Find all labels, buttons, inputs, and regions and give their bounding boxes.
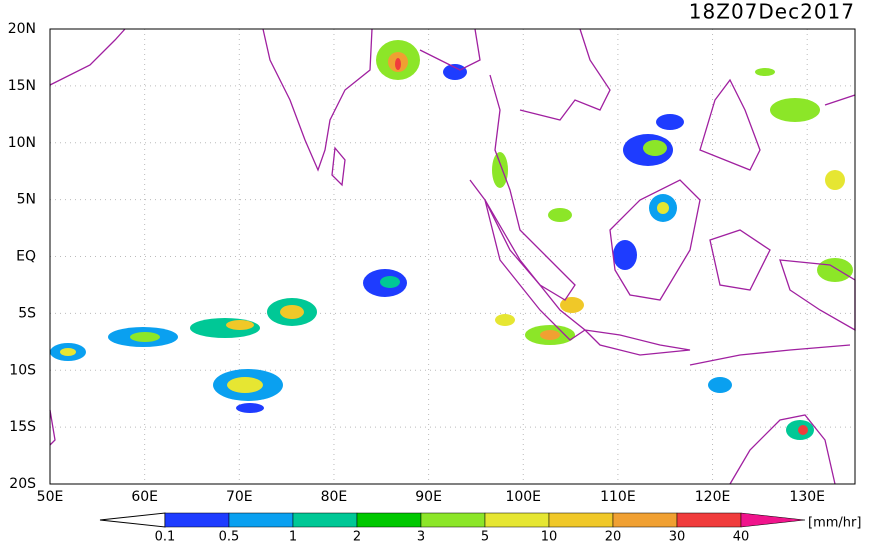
x-tick-label: 130E [789, 489, 825, 505]
y-tick-label: 5S [18, 305, 36, 321]
colorbar-box [228, 512, 294, 528]
colorbar-label: 3 [417, 530, 425, 545]
y-tick-label: 10N [8, 135, 36, 151]
colorbar-box [548, 512, 614, 528]
colorbar-label: 1 [289, 530, 297, 545]
colorbar [99, 512, 806, 528]
precip [50, 40, 853, 440]
colorbar-label: 0.5 [219, 530, 240, 545]
x-tick-label: 50E [37, 489, 64, 505]
y-tick-label: 20S [9, 476, 36, 492]
y-tick-label: EQ [16, 249, 36, 265]
x-tick-label: 90E [415, 489, 442, 505]
colorbar-box [676, 512, 742, 528]
colorbar-box [484, 512, 550, 528]
x-tick-label: 70E [226, 489, 253, 505]
coastlines [49, 28, 856, 485]
y-tick-label: 15N [8, 78, 36, 94]
y-tick-label: 5N [17, 192, 36, 208]
colorbar-right-arrow [740, 512, 806, 528]
plot-frame [49, 28, 856, 485]
colorbar-label: 10 [541, 530, 558, 545]
colorbar-label: 0.1 [155, 530, 176, 545]
x-tick-label: 120E [695, 489, 731, 505]
colorbar-unit: [mm/hr] [808, 516, 861, 531]
x-tick-label: 80E [321, 489, 348, 505]
colorbar-box [164, 512, 230, 528]
colorbar-label: 2 [353, 530, 361, 545]
colorbar-box [420, 512, 486, 528]
colorbar-box [356, 512, 422, 528]
colorbar-left-arrow [99, 512, 166, 528]
y-tick-label: 10S [9, 362, 36, 378]
colorbar-label: 30 [669, 530, 686, 545]
y-tick-label: 15S [9, 419, 36, 435]
colorbar-label: 40 [733, 530, 750, 545]
x-tick-label: 60E [131, 489, 158, 505]
x-tick-label: 110E [600, 489, 636, 505]
y-tick-label: 20N [8, 21, 36, 37]
x-tick-label: 100E [505, 489, 541, 505]
colorbar-label: 5 [481, 530, 489, 545]
colorbar-label: 20 [605, 530, 622, 545]
colorbar-box [292, 512, 358, 528]
colorbar-box [612, 512, 678, 528]
title: 18Z07Dec2017 [689, 0, 855, 24]
